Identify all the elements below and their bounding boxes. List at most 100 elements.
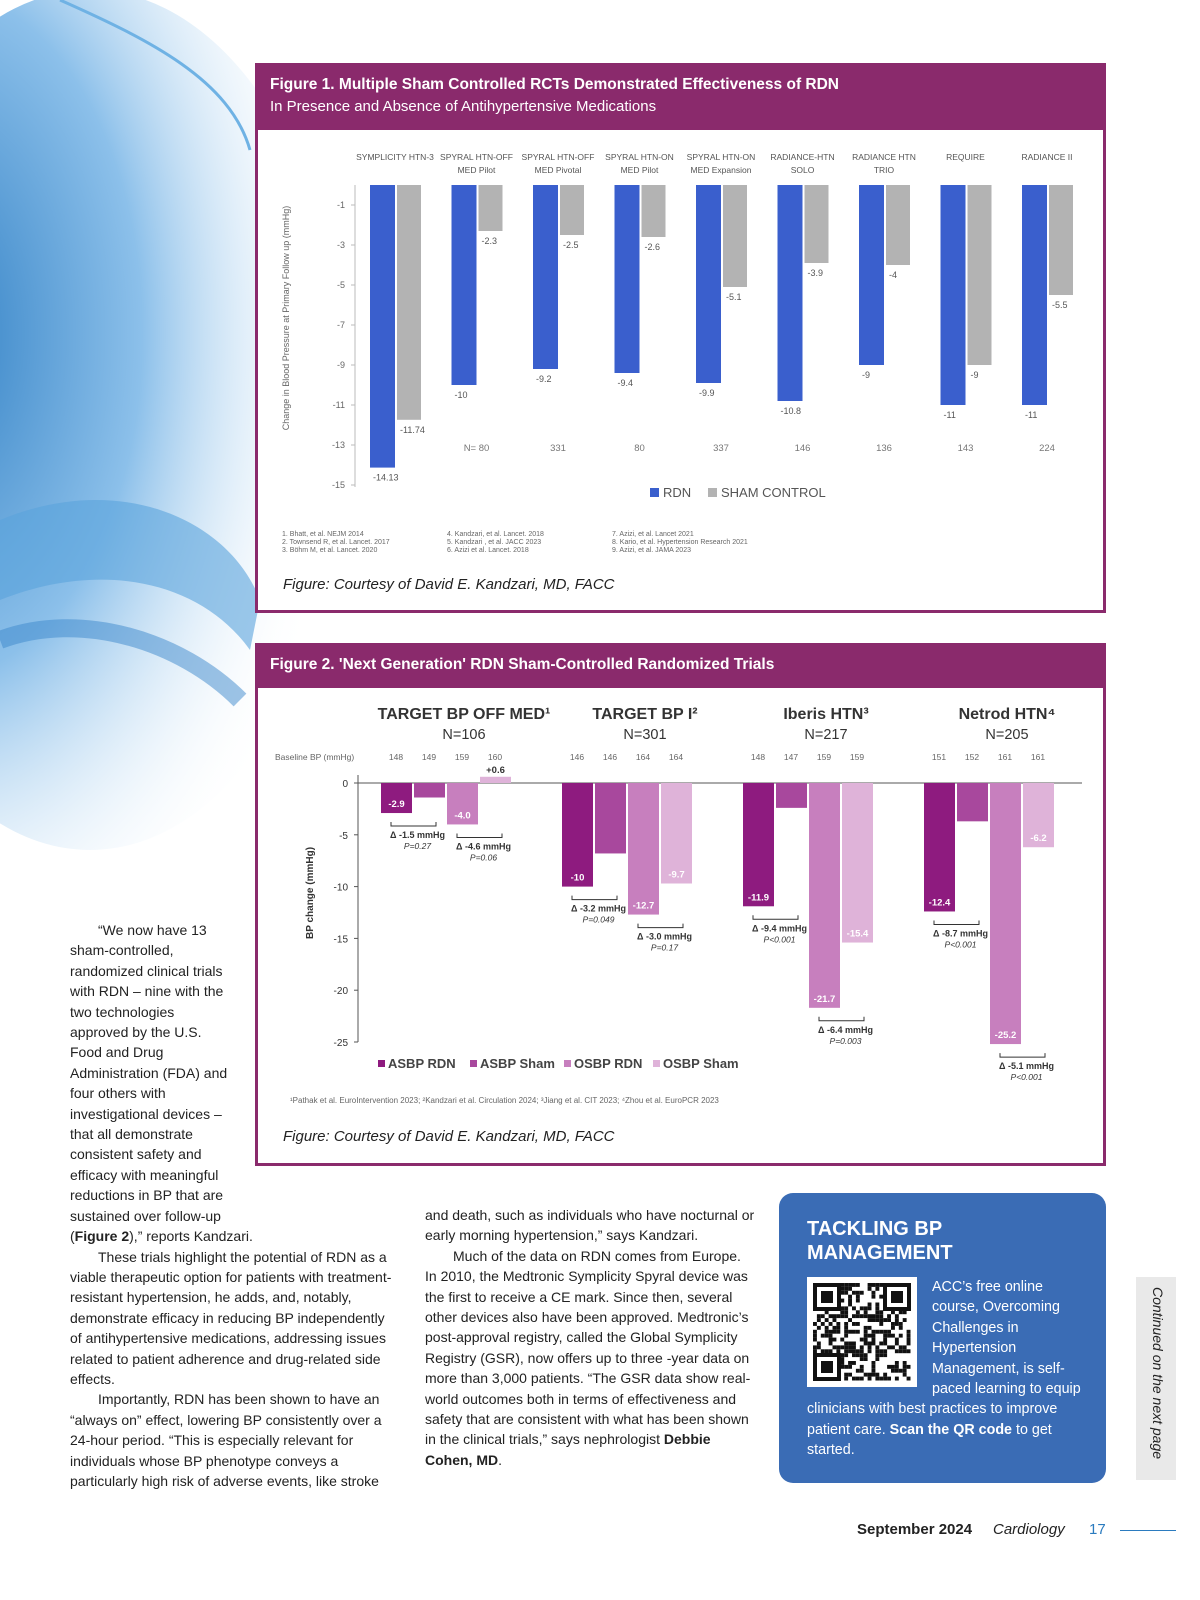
- value-label: -9.2: [536, 374, 552, 384]
- qr-module: [875, 1357, 880, 1361]
- baseline-value: 161: [998, 752, 1012, 762]
- qr-module: [859, 1364, 864, 1369]
- paragraph: Much of the data on RDN comes from Europ…: [425, 1246, 755, 1470]
- side-tab-text: Continued on the next page: [1150, 1287, 1166, 1460]
- delta-bracket: [818, 1016, 865, 1022]
- figure-credit: Figure: Courtesy of David E. Kandzari, M…: [283, 576, 615, 593]
- text-run: Figure 2: [74, 1228, 130, 1245]
- qr-module: [855, 1283, 860, 1287]
- qr-module: [855, 1376, 860, 1381]
- baseline-value: 148: [751, 752, 765, 762]
- qr-module: [887, 1318, 891, 1322]
- sidebar-title: TACKLING BP MANAGEMENT: [807, 1218, 953, 1264]
- qr-module: [883, 1337, 888, 1342]
- figure-header: Figure 2. 'Next Generation' RDN Sham-Con…: [258, 646, 1103, 688]
- bar: [451, 185, 477, 385]
- y-tick-label: -15: [334, 934, 349, 945]
- group-title: Netrod HTN⁴: [959, 706, 1056, 723]
- qr-module: [844, 1322, 849, 1326]
- footer-date: September 2024: [857, 1521, 973, 1538]
- qr-module: [859, 1345, 864, 1350]
- delta-label: Δ -3.2 mmHg: [571, 904, 626, 914]
- bar: [414, 783, 445, 798]
- qr-module: [840, 1357, 845, 1361]
- qr-module: [863, 1353, 868, 1358]
- bar: [661, 783, 692, 884]
- x-tick-label: SYMPLICITY HTN-3: [356, 152, 434, 162]
- qr-module: [844, 1333, 849, 1338]
- text-run: .: [498, 1451, 502, 1468]
- qr-module: [875, 1376, 880, 1381]
- qr-module: [887, 1314, 891, 1319]
- qr-module: [848, 1283, 852, 1287]
- bar: [397, 185, 421, 420]
- value-label: -12.4: [929, 897, 951, 908]
- qr-module: [852, 1353, 856, 1358]
- delta-label: Δ -5.1 mmHg: [999, 1061, 1054, 1071]
- qr-module: [898, 1322, 903, 1326]
- qr-module: [824, 1310, 829, 1315]
- qr-module: [898, 1349, 903, 1354]
- bar: [478, 185, 503, 231]
- delta-bracket: [999, 1053, 1046, 1058]
- bar: [990, 783, 1021, 1045]
- value-label: -9: [862, 370, 870, 380]
- qr-module: [883, 1376, 888, 1381]
- qr-module: [867, 1372, 872, 1377]
- article-column: “We now have 13 sham-controlled, randomi…: [70, 920, 400, 1491]
- value-label: -21.7: [814, 994, 836, 1005]
- qr-module: [855, 1290, 860, 1295]
- y-tick-label: -15: [332, 480, 345, 490]
- qr-module: [859, 1357, 864, 1361]
- qr-module: [871, 1290, 876, 1295]
- qr-module: [879, 1376, 884, 1381]
- value-label: -2.3: [482, 236, 498, 246]
- qr-module: [820, 1333, 825, 1338]
- qr-module: [902, 1372, 907, 1377]
- qr-module: [832, 1314, 837, 1319]
- baseline-value: 159: [817, 752, 831, 762]
- qr-module: [820, 1314, 825, 1319]
- qr-module: [863, 1333, 868, 1338]
- qr-module: [844, 1353, 849, 1358]
- qr-module: [824, 1318, 829, 1322]
- qr-module: [859, 1368, 864, 1373]
- bar: [533, 185, 558, 369]
- qr-module: [848, 1318, 852, 1322]
- qr-module: [871, 1294, 876, 1299]
- qr-module: [883, 1349, 888, 1354]
- qr-module: [840, 1361, 845, 1365]
- qr-module: [863, 1325, 868, 1330]
- qr-module: [887, 1345, 891, 1350]
- reference: 7. Azizi, et al. Lancet 2021: [612, 531, 694, 538]
- qr-module: [894, 1349, 899, 1354]
- n-label: 224: [1039, 443, 1055, 454]
- qr-module: [840, 1337, 845, 1342]
- qr-module: [832, 1329, 837, 1334]
- qr-module: [855, 1298, 860, 1303]
- qr-module: [828, 1349, 833, 1354]
- baseline-value: 148: [389, 752, 403, 762]
- x-tick-label: SPYRAL HTN-ON MED Expansion: [686, 152, 756, 175]
- qr-module: [887, 1376, 891, 1381]
- qr-module: [844, 1329, 849, 1334]
- delta-p: P<0.001: [1011, 1072, 1043, 1082]
- qr-code[interactable]: [807, 1277, 917, 1387]
- value-label: -9.9: [699, 388, 715, 398]
- qr-module: [875, 1306, 880, 1311]
- reference: 6. Azizi et al. Lancet. 2018: [447, 547, 529, 554]
- group-title: Iberis HTN³: [783, 706, 868, 723]
- text-run: Debbie Cohen, MD: [425, 1431, 711, 1468]
- qr-module: [813, 1333, 817, 1338]
- qr-module: [832, 1337, 837, 1342]
- qr-module: [836, 1349, 841, 1354]
- figure-header: Figure 1. Multiple Sham Controlled RCTs …: [258, 66, 1103, 130]
- qr-module: [902, 1310, 907, 1315]
- baseline-value: 152: [965, 752, 979, 762]
- qr-module: [894, 1337, 899, 1342]
- qr-module: [898, 1325, 903, 1330]
- qr-module: [852, 1329, 856, 1334]
- qr-module: [828, 1341, 833, 1346]
- qr-module: [859, 1314, 864, 1319]
- qr-module: [836, 1314, 841, 1319]
